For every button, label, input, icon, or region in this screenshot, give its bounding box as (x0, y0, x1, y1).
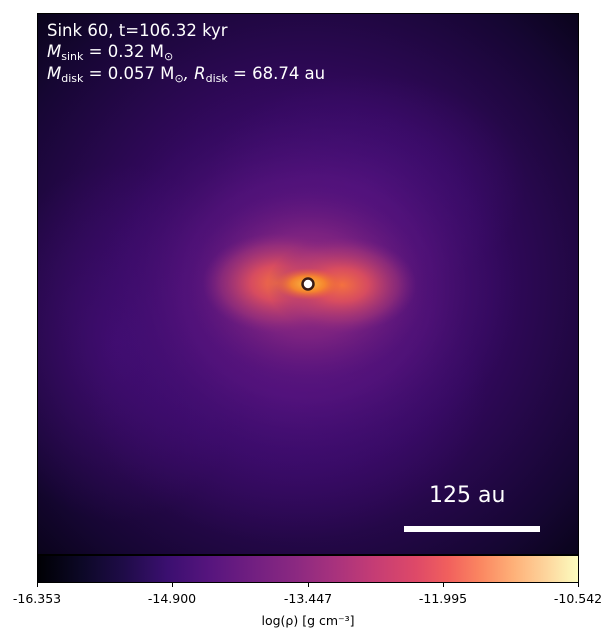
sink-mass-value: = 0.32 M (83, 42, 164, 61)
colorbar-tick-label: -10.542 (553, 591, 603, 606)
sink-mass-subscript: sink (61, 50, 84, 63)
density-map-panel: Sink 60, t=106.32 kyr Msink = 0.32 M⊙ Md… (37, 13, 579, 555)
disk-radius-symbol: , R (183, 64, 206, 83)
sink-mass-symbol: M (47, 42, 62, 61)
disk-radius-subscript: disk (205, 72, 228, 85)
colorbar-tick (443, 583, 444, 587)
disk-mass-symbol: M (47, 64, 62, 83)
colorbar-tick-label: -16.353 (12, 591, 62, 606)
sink-info-title: Sink 60, t=106.32 kyr (47, 21, 228, 40)
colorbar-tick (37, 583, 38, 587)
disk-mass-unit-subscript: ⊙ (174, 72, 184, 85)
sink-particle-marker (301, 277, 315, 291)
scale-bar-label: 125 au (429, 483, 506, 508)
colorbar-tick (308, 583, 309, 587)
colorbar-tick-label: -11.995 (418, 591, 468, 606)
disk-mass-subscript: disk (61, 72, 84, 85)
density-map (38, 14, 578, 554)
sink-mass-unit-subscript: ⊙ (163, 50, 174, 63)
scale-bar (404, 526, 540, 532)
sink-mass-label: Msink = 0.32 M⊙ (47, 42, 173, 63)
colorbar-tick-label: -14.900 (147, 591, 197, 606)
disk-info-label: Mdisk = 0.057 M⊙, Rdisk = 68.74 au (47, 64, 325, 85)
colorbar-label: log(ρ) [g cm⁻³] (261, 613, 355, 628)
colorbar-tick (578, 583, 579, 587)
disk-mass-value: = 0.057 M (83, 64, 175, 83)
colorbar-tick-label: -13.447 (283, 591, 333, 606)
colorbar-tick (172, 583, 173, 587)
disk-radius-value: = 68.74 au (227, 64, 326, 83)
colorbar (37, 555, 579, 583)
